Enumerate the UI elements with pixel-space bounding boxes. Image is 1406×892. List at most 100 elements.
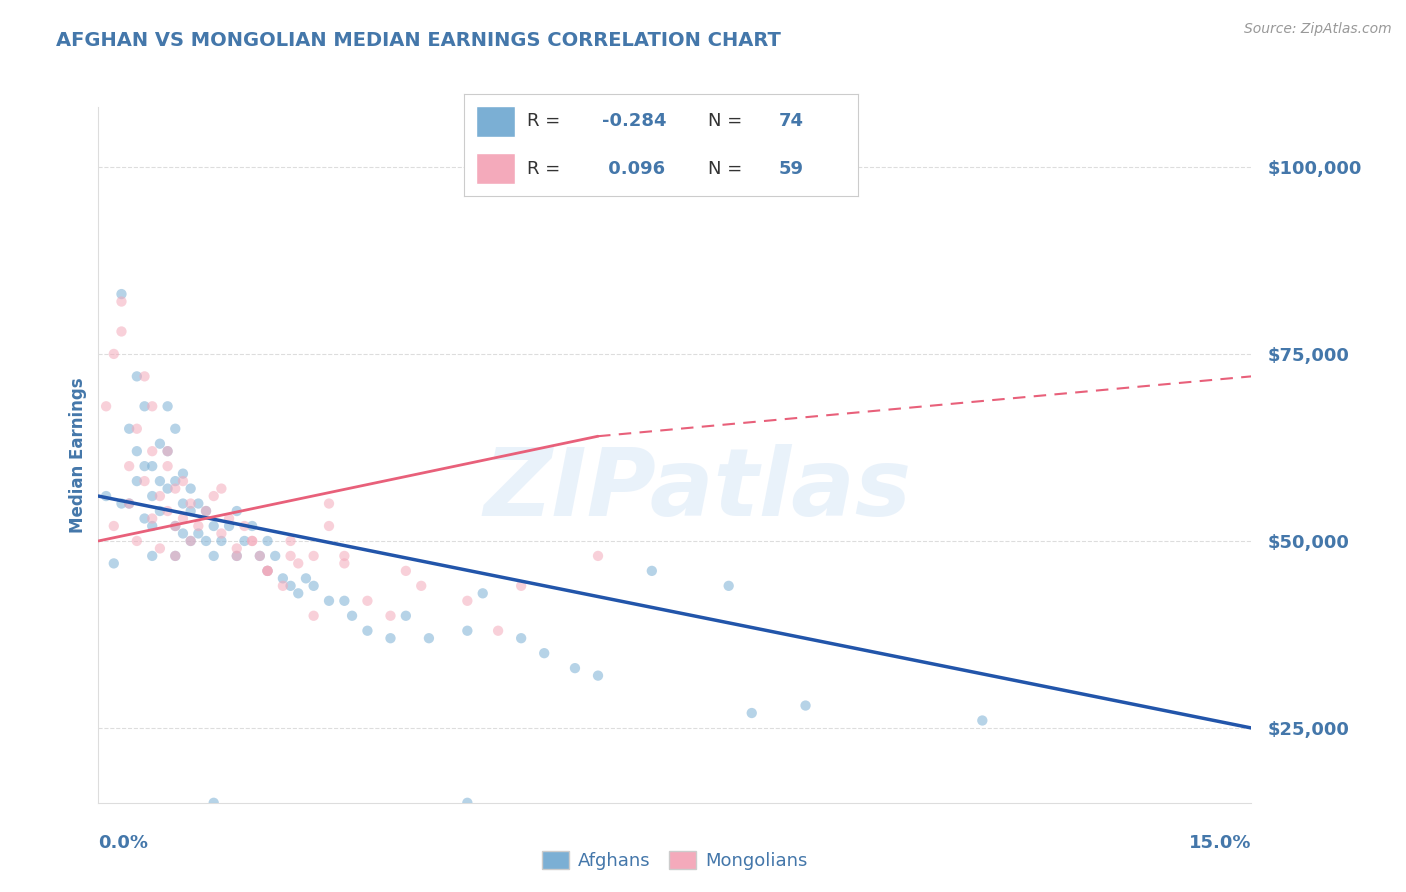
Point bbox=[302, 549, 325, 563]
Point bbox=[149, 541, 172, 556]
Point bbox=[141, 549, 163, 563]
Text: ZIPatlas: ZIPatlas bbox=[484, 443, 912, 536]
Point bbox=[165, 519, 187, 533]
Point bbox=[125, 533, 148, 548]
Point bbox=[295, 571, 318, 585]
Point bbox=[717, 579, 740, 593]
Point bbox=[165, 422, 187, 436]
Point bbox=[195, 504, 218, 518]
Point bbox=[187, 497, 209, 511]
Text: 0.096: 0.096 bbox=[602, 160, 665, 178]
Point bbox=[110, 287, 132, 301]
Point bbox=[240, 533, 263, 548]
Point bbox=[249, 549, 271, 563]
Point bbox=[287, 557, 309, 571]
Point bbox=[110, 294, 132, 309]
Point bbox=[564, 661, 586, 675]
Point bbox=[156, 399, 179, 413]
Point bbox=[202, 796, 225, 810]
Point bbox=[411, 579, 433, 593]
Point bbox=[280, 533, 302, 548]
Point bbox=[302, 608, 325, 623]
Point bbox=[165, 549, 187, 563]
Text: 15.0%: 15.0% bbox=[1189, 834, 1251, 852]
Point bbox=[180, 504, 202, 518]
Point bbox=[256, 564, 278, 578]
Point bbox=[256, 533, 278, 548]
Point bbox=[134, 399, 156, 413]
Point bbox=[180, 533, 202, 548]
Point bbox=[256, 564, 278, 578]
Point bbox=[165, 482, 187, 496]
Point bbox=[195, 504, 218, 518]
Point bbox=[486, 624, 509, 638]
Point bbox=[225, 549, 247, 563]
Y-axis label: Median Earnings: Median Earnings bbox=[69, 377, 87, 533]
Point bbox=[156, 444, 179, 458]
Point bbox=[233, 519, 256, 533]
Point bbox=[586, 668, 609, 682]
Point bbox=[256, 564, 278, 578]
Text: R =: R = bbox=[527, 112, 567, 130]
Point bbox=[471, 586, 494, 600]
Point bbox=[141, 511, 163, 525]
Point bbox=[156, 459, 179, 474]
Point bbox=[340, 608, 363, 623]
Point bbox=[187, 519, 209, 533]
Point bbox=[395, 564, 418, 578]
Text: 74: 74 bbox=[779, 112, 804, 130]
Bar bbox=[475, 153, 515, 184]
Point bbox=[110, 325, 132, 339]
Point bbox=[280, 549, 302, 563]
Point bbox=[287, 586, 309, 600]
Point bbox=[125, 422, 148, 436]
Point bbox=[172, 474, 194, 488]
Point bbox=[302, 579, 325, 593]
Point bbox=[149, 474, 172, 488]
Point bbox=[380, 631, 402, 645]
Point bbox=[134, 459, 156, 474]
Point bbox=[94, 399, 117, 413]
Point bbox=[103, 347, 125, 361]
Point bbox=[264, 549, 287, 563]
Text: AFGHAN VS MONGOLIAN MEDIAN EARNINGS CORRELATION CHART: AFGHAN VS MONGOLIAN MEDIAN EARNINGS CORR… bbox=[56, 31, 782, 50]
Point bbox=[165, 549, 187, 563]
Point bbox=[118, 497, 141, 511]
Point bbox=[172, 497, 194, 511]
Point bbox=[271, 571, 294, 585]
Point bbox=[794, 698, 817, 713]
Point bbox=[141, 459, 163, 474]
Point bbox=[209, 533, 232, 548]
Point bbox=[271, 579, 294, 593]
Point bbox=[149, 436, 172, 450]
Point bbox=[225, 504, 247, 518]
Point bbox=[333, 549, 356, 563]
Point bbox=[134, 369, 156, 384]
Point bbox=[318, 519, 340, 533]
Point bbox=[187, 526, 209, 541]
Point bbox=[110, 497, 132, 511]
Point bbox=[218, 511, 240, 525]
Text: 0.0%: 0.0% bbox=[98, 834, 149, 852]
Point bbox=[209, 482, 232, 496]
Point bbox=[510, 579, 533, 593]
Point bbox=[125, 444, 148, 458]
Point bbox=[118, 497, 141, 511]
Point bbox=[141, 399, 163, 413]
Point bbox=[149, 504, 172, 518]
Point bbox=[233, 533, 256, 548]
Point bbox=[172, 467, 194, 481]
Point bbox=[380, 608, 402, 623]
Text: N =: N = bbox=[709, 160, 748, 178]
Point bbox=[972, 714, 994, 728]
Point bbox=[872, 833, 894, 847]
Point bbox=[741, 706, 763, 720]
Point bbox=[195, 533, 218, 548]
Point bbox=[165, 519, 187, 533]
Point bbox=[456, 624, 478, 638]
Point bbox=[333, 557, 356, 571]
Point bbox=[118, 422, 141, 436]
Point bbox=[456, 796, 478, 810]
Point bbox=[103, 519, 125, 533]
Point bbox=[172, 526, 194, 541]
